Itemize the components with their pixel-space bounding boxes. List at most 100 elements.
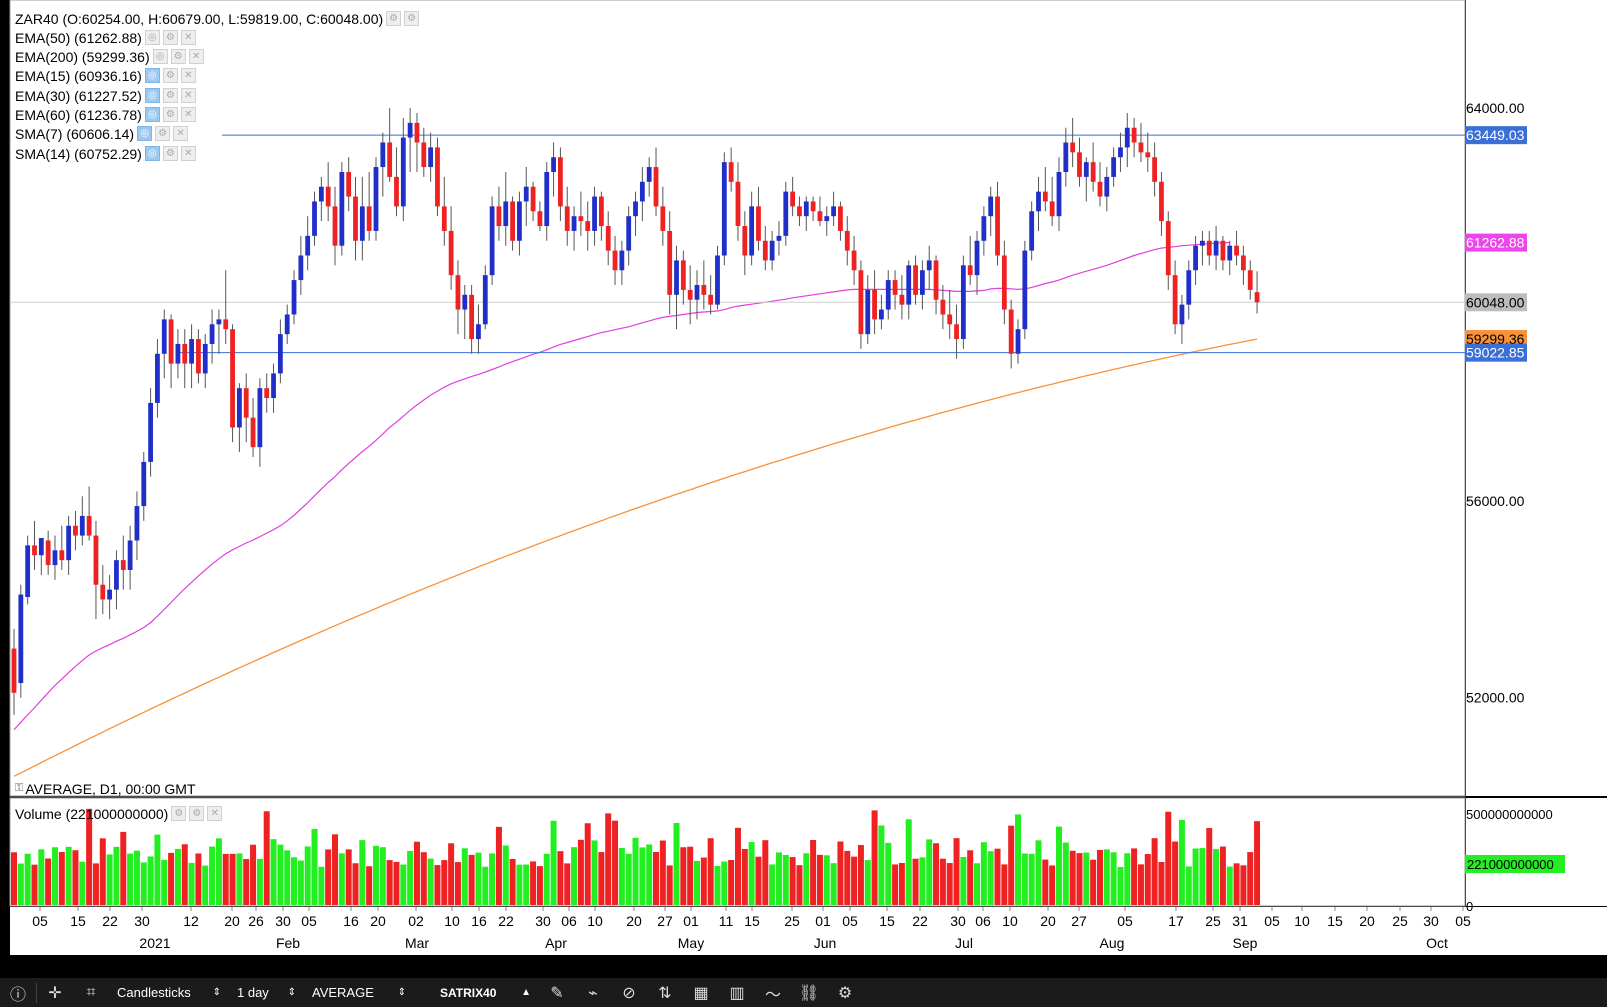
date-axis-day-label: 10 bbox=[587, 913, 603, 929]
volume-bar bbox=[475, 852, 482, 905]
volume-bar bbox=[1165, 811, 1172, 905]
candle-body bbox=[783, 191, 789, 236]
visibility-icon[interactable]: ◎ bbox=[144, 30, 160, 45]
candle-body bbox=[551, 157, 556, 172]
pencil-icon[interactable]: ✎ bbox=[550, 984, 564, 1002]
draw-tools-icon[interactable]: ⌁ bbox=[588, 984, 598, 1002]
crop-icon[interactable]: ⌗ bbox=[86, 983, 96, 1001]
gear-icon[interactable]: ⚙ bbox=[837, 984, 853, 1002]
settings-icon[interactable]: ⚙ bbox=[162, 88, 178, 103]
close-icon[interactable]: ✕ bbox=[173, 126, 189, 141]
candle-body bbox=[387, 142, 393, 177]
visibility-icon[interactable]: ◎ bbox=[137, 126, 153, 141]
candle-body bbox=[325, 186, 331, 207]
visibility-icon[interactable]: ◎ bbox=[144, 146, 160, 161]
info-icon[interactable]: ⓘ bbox=[9, 986, 26, 1004]
date-axis-area[interactable] bbox=[10, 907, 1607, 955]
date-axis-day-label: 10 bbox=[1294, 913, 1310, 929]
volume-bar bbox=[830, 863, 837, 905]
close-icon[interactable]: ✕ bbox=[207, 806, 223, 821]
price-tag-bg bbox=[1465, 293, 1527, 312]
price-pane[interactable] bbox=[9, 0, 1466, 797]
crosshair-icon[interactable]: ✛ bbox=[48, 984, 62, 1002]
settings-icon[interactable]: ⚙ bbox=[170, 49, 186, 64]
volume-bar bbox=[325, 849, 332, 905]
settings-icon[interactable]: ⚙ bbox=[162, 107, 178, 122]
candle-body bbox=[1145, 152, 1151, 158]
chart-type-select[interactable]: Candlesticks ⇕ bbox=[109, 978, 229, 1007]
candle-body bbox=[1241, 255, 1246, 271]
candle-body bbox=[879, 309, 884, 320]
price-tag-bg bbox=[1465, 233, 1527, 252]
link-icon[interactable]: ⛓ bbox=[798, 984, 820, 1002]
candle-body bbox=[1165, 221, 1171, 276]
volume-bar bbox=[250, 844, 257, 905]
visibility-icon[interactable]: ◎ bbox=[144, 88, 160, 103]
settings-icon[interactable]: ⚙ bbox=[404, 11, 420, 26]
close-icon[interactable]: ✕ bbox=[180, 30, 196, 45]
instrument-select[interactable]: SATRIX40 ▲ bbox=[414, 978, 539, 1007]
data-source-select[interactable]: AVERAGE ⇕ bbox=[304, 978, 414, 1007]
date-axis-day-label: 30 bbox=[535, 913, 551, 929]
candle-body bbox=[11, 648, 17, 693]
close-icon[interactable]: ✕ bbox=[180, 88, 196, 103]
volume-bar bbox=[892, 864, 899, 905]
volume-bar bbox=[755, 856, 762, 905]
candle-body bbox=[1247, 270, 1253, 290]
date-axis-day-label: 22 bbox=[102, 913, 118, 929]
date-axis-day-label: 25 bbox=[1392, 913, 1408, 929]
settings-icon[interactable]: ⚙ bbox=[162, 30, 178, 45]
settings-icon[interactable]: ⚙ bbox=[162, 146, 178, 161]
candle-body bbox=[885, 280, 891, 310]
volume-axis-top-label: 500000000000 bbox=[1466, 807, 1553, 822]
candle-body bbox=[189, 339, 194, 364]
candle-body bbox=[578, 216, 584, 222]
settings-icon[interactable]: ⚙ bbox=[171, 806, 187, 821]
date-axis-day-label: 30 bbox=[134, 913, 150, 929]
date-axis-day-label: 15 bbox=[879, 913, 895, 929]
candle-body bbox=[243, 388, 249, 418]
close-icon[interactable]: ✕ bbox=[180, 146, 196, 161]
settings-icon[interactable]: ⚙ bbox=[189, 806, 205, 821]
visibility-icon[interactable]: ◎ bbox=[152, 49, 168, 64]
settings-icon[interactable]: ⚙ bbox=[386, 11, 402, 26]
visibility-icon[interactable]: ◎ bbox=[144, 68, 160, 83]
chart-canvas[interactable]: 63449.03 61262.88 60048.00 59299.3659022.85… bbox=[0, 0, 1607, 978]
volume-legend-row: Volume (221000000000) ⚙ ⚙ ✕ bbox=[15, 804, 223, 823]
candle-body bbox=[680, 260, 686, 290]
hide-drawings-icon[interactable]: ⊘ bbox=[622, 984, 636, 1002]
volume-bar bbox=[933, 843, 940, 905]
line-chart-icon[interactable]: 〜 bbox=[764, 986, 781, 1004]
volume-bar bbox=[782, 854, 789, 905]
volume-bar bbox=[516, 864, 523, 905]
candle-body bbox=[619, 250, 625, 271]
date-axis-day-label: 17 bbox=[1168, 913, 1184, 929]
candle-body bbox=[175, 343, 181, 364]
settings-icon[interactable]: ⚙ bbox=[162, 68, 178, 83]
layout-grid-icon[interactable]: ▦ bbox=[693, 984, 709, 1002]
updown-icon: ⇕ bbox=[287, 987, 296, 998]
price-axis-area[interactable] bbox=[1466, 0, 1607, 796]
volume-bar bbox=[1247, 852, 1254, 905]
date-axis-day-label: 06 bbox=[561, 913, 577, 929]
date-axis-day-label: 22 bbox=[498, 913, 514, 929]
volume-axis-area[interactable] bbox=[1466, 798, 1607, 906]
close-icon[interactable]: ✕ bbox=[188, 49, 204, 64]
visibility-icon[interactable]: ◎ bbox=[144, 107, 160, 122]
volume-bar bbox=[557, 851, 564, 905]
close-icon[interactable]: ✕ bbox=[180, 68, 196, 83]
candle-body bbox=[653, 167, 659, 207]
indicator-legend-text: EMA(200) (59299.36) bbox=[15, 48, 150, 65]
candle-body bbox=[974, 240, 980, 276]
close-icon[interactable]: ✕ bbox=[180, 107, 196, 122]
bar-chart-icon[interactable]: ▥ bbox=[729, 984, 745, 1002]
candle-body bbox=[988, 196, 994, 217]
candle-body bbox=[359, 206, 365, 241]
settings-icon[interactable]: ⚙ bbox=[155, 126, 171, 141]
volume-bar bbox=[420, 852, 427, 905]
sort-icon[interactable]: ⇅ bbox=[658, 984, 672, 1002]
candle-body bbox=[407, 122, 413, 138]
indicator-legend-row: EMA(60) (61236.78) ◎ ⚙ ✕ bbox=[15, 105, 196, 124]
volume-bar bbox=[113, 846, 120, 905]
timeframe-select[interactable]: 1 day ⇕ bbox=[229, 978, 304, 1007]
